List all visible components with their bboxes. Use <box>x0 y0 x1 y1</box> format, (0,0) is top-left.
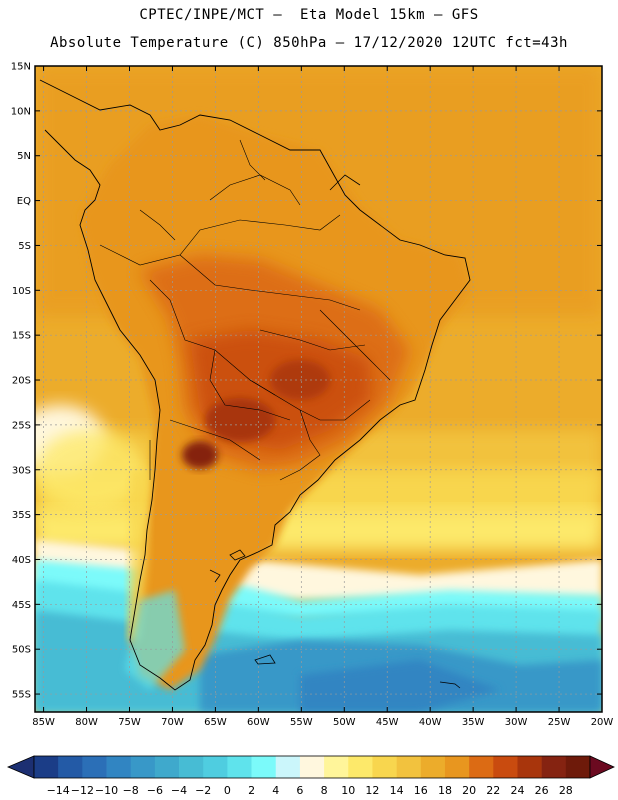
lat-tick-label: 25S <box>12 420 31 431</box>
lat-tick-label: EQ <box>17 196 31 207</box>
colorbar-label: −12 <box>71 784 94 797</box>
colorbar-swatch <box>34 756 59 778</box>
lon-tick-label: 85W <box>32 717 55 728</box>
lon-tick-label: 25W <box>548 717 571 728</box>
colorbar-swatch <box>251 756 277 778</box>
colorbar-swatch <box>372 756 397 778</box>
colorbar-swatch <box>469 756 494 778</box>
lat-tick-label: 10S <box>12 286 31 297</box>
colorbar-label: 26 <box>535 784 549 797</box>
map-frame <box>34 65 603 713</box>
lon-tick-label: 60W <box>247 717 270 728</box>
lat-tick-label: 35S <box>12 510 31 521</box>
lon-tick-label: 80W <box>75 717 98 728</box>
lat-tick-label: 50S <box>12 645 31 656</box>
lat-tick-label: 20S <box>12 376 31 387</box>
country-borders <box>99 139 391 481</box>
colorbar-under-arrow <box>6 755 35 779</box>
colorbar-swatch <box>444 756 470 778</box>
coastline <box>39 79 471 691</box>
colorbar-swatch <box>420 756 446 778</box>
colorbar-label: 8 <box>321 784 328 797</box>
colorbar-swatch <box>227 756 252 778</box>
map-title-line-1: CPTEC/INPE/MCT – Eta Model 15km – GFS <box>139 7 479 23</box>
colorbar-label: 2 <box>248 784 255 797</box>
colorbar-swatch <box>493 756 518 778</box>
lat-tick-label: 30S <box>12 465 31 476</box>
lat-tick-label: 55S <box>12 690 31 701</box>
lat-tick-label: 15S <box>12 331 31 342</box>
colorbar-label: 14 <box>390 784 404 797</box>
lat-tick-label: 15N <box>11 62 31 73</box>
lon-tick-label: 20W <box>591 717 614 728</box>
colorbar-swatch <box>130 756 156 778</box>
temperature-colorbar: −14 −12 −10 −8 −6 −4 −2 0 2 4 6 8 10 12 14 16 18 20 22 24 26… <box>6 755 615 797</box>
colorbar-label: −10 <box>95 784 118 797</box>
lon-tick-label: 50W <box>333 717 356 728</box>
colorbar-swatch <box>82 756 107 778</box>
colorbar-label: 4 <box>272 784 279 797</box>
colorbar-swatch <box>154 756 180 778</box>
colorbar-swatch <box>58 756 83 778</box>
lat-tick-label: 45S <box>12 600 31 611</box>
colorbar-label: 12 <box>365 784 379 797</box>
colorbar-label: 18 <box>438 784 452 797</box>
lat-tick-label: 40S <box>12 555 31 566</box>
lon-tick-label: 45W <box>376 717 399 728</box>
lon-tick-label: 40W <box>419 717 442 728</box>
colorbar-label: −8 <box>123 784 139 797</box>
colorbar-swatch <box>275 756 301 778</box>
colorbar-label: 0 <box>224 784 231 797</box>
colorbar-label: 10 <box>341 784 355 797</box>
colorbar-swatch <box>106 756 131 778</box>
colorbar-swatch <box>348 756 373 778</box>
colorbar-swatch <box>517 756 542 778</box>
colorbar-swatch <box>203 756 228 778</box>
colorbar-label: −14 <box>47 784 70 797</box>
map-title-line-2: Absolute Temperature (C) 850hPa – 17/12/… <box>50 35 568 51</box>
colorbar-label: 22 <box>486 784 500 797</box>
colorbar-over-arrow <box>589 755 615 779</box>
colorbar-swatch <box>299 756 325 778</box>
lat-tick-label: 5S <box>18 241 31 252</box>
colorbar-label: 28 <box>559 784 573 797</box>
colorbar-label: −4 <box>171 784 187 797</box>
lon-tick-label: 70W <box>161 717 184 728</box>
latitude-axis: 15N 10N 5N EQ 5S 10S 15S 20S 25S 30S 35S 40S 45S 50S 5… <box>11 62 602 701</box>
colorbar-swatch <box>396 756 422 778</box>
lon-tick-label: 55W <box>290 717 313 728</box>
colorbar-label: −2 <box>195 784 211 797</box>
lon-tick-label: 30W <box>505 717 528 728</box>
colorbar-swatch <box>324 756 349 778</box>
temperature-field <box>35 66 602 712</box>
colorbar-label: 6 <box>296 784 303 797</box>
colorbar-label: −6 <box>147 784 163 797</box>
colorbar-label: 24 <box>510 784 524 797</box>
colorbar-swatch <box>179 756 204 778</box>
lon-tick-label: 75W <box>118 717 141 728</box>
lat-tick-label: 5N <box>17 151 31 162</box>
lat-tick-label: 10N <box>11 106 31 117</box>
lon-tick-label: 35W <box>462 717 485 728</box>
lon-tick-label: 65W <box>204 717 227 728</box>
colorbar-label: 16 <box>414 784 428 797</box>
longitude-axis: 85W 80W 75W 70W 65W 60W 55W 50W 45W 40W 35W 30W 25W 2… <box>32 66 613 728</box>
colorbar-swatch <box>541 756 567 778</box>
colorbar-label: 20 <box>462 784 476 797</box>
colorbar-swatch <box>565 756 591 778</box>
